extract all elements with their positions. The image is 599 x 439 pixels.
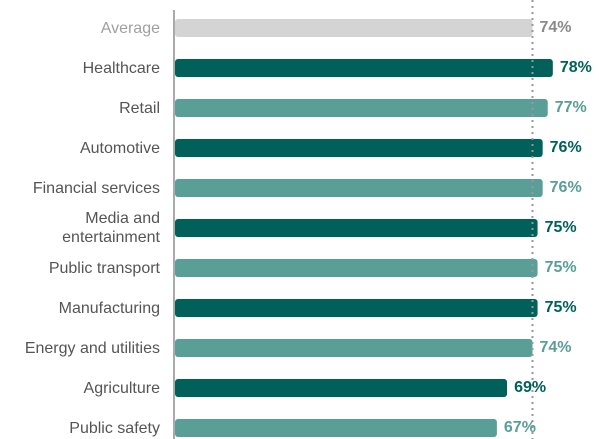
value-label: 76%: [549, 179, 582, 196]
bar: [175, 419, 497, 437]
bar: [175, 59, 553, 77]
category-label: Financial services: [32, 179, 160, 197]
value-label: 69%: [514, 379, 547, 396]
value-label: 74%: [539, 19, 572, 36]
bar: [175, 99, 548, 117]
bar: [175, 299, 538, 317]
category-label: Automotive: [79, 139, 160, 157]
bar: [175, 19, 533, 37]
category-label: Energy and utilities: [24, 339, 160, 357]
value-label: 76%: [549, 139, 582, 156]
category-label: Media and entertainment: [62, 210, 160, 246]
category-label: Manufacturing: [58, 299, 160, 317]
bar: [175, 339, 533, 357]
category-label: Public safety: [69, 419, 160, 437]
category-label: Average: [100, 19, 160, 37]
value-label: 77%: [554, 99, 587, 116]
value-label: 75%: [544, 259, 577, 276]
bar: [175, 219, 538, 237]
value-label: 75%: [544, 299, 577, 316]
bar: [175, 379, 508, 397]
category-label: Retail: [119, 99, 160, 117]
category-label: Public transport: [48, 259, 160, 277]
bar: [175, 139, 543, 157]
value-label: 74%: [539, 339, 572, 356]
value-label: 78%: [559, 59, 592, 76]
value-label: 75%: [544, 219, 577, 236]
value-label: 67%: [503, 419, 536, 436]
bar: [175, 179, 543, 197]
category-label: Healthcare: [82, 59, 160, 77]
category-label: Agriculture: [83, 379, 160, 397]
bar: [175, 259, 538, 277]
